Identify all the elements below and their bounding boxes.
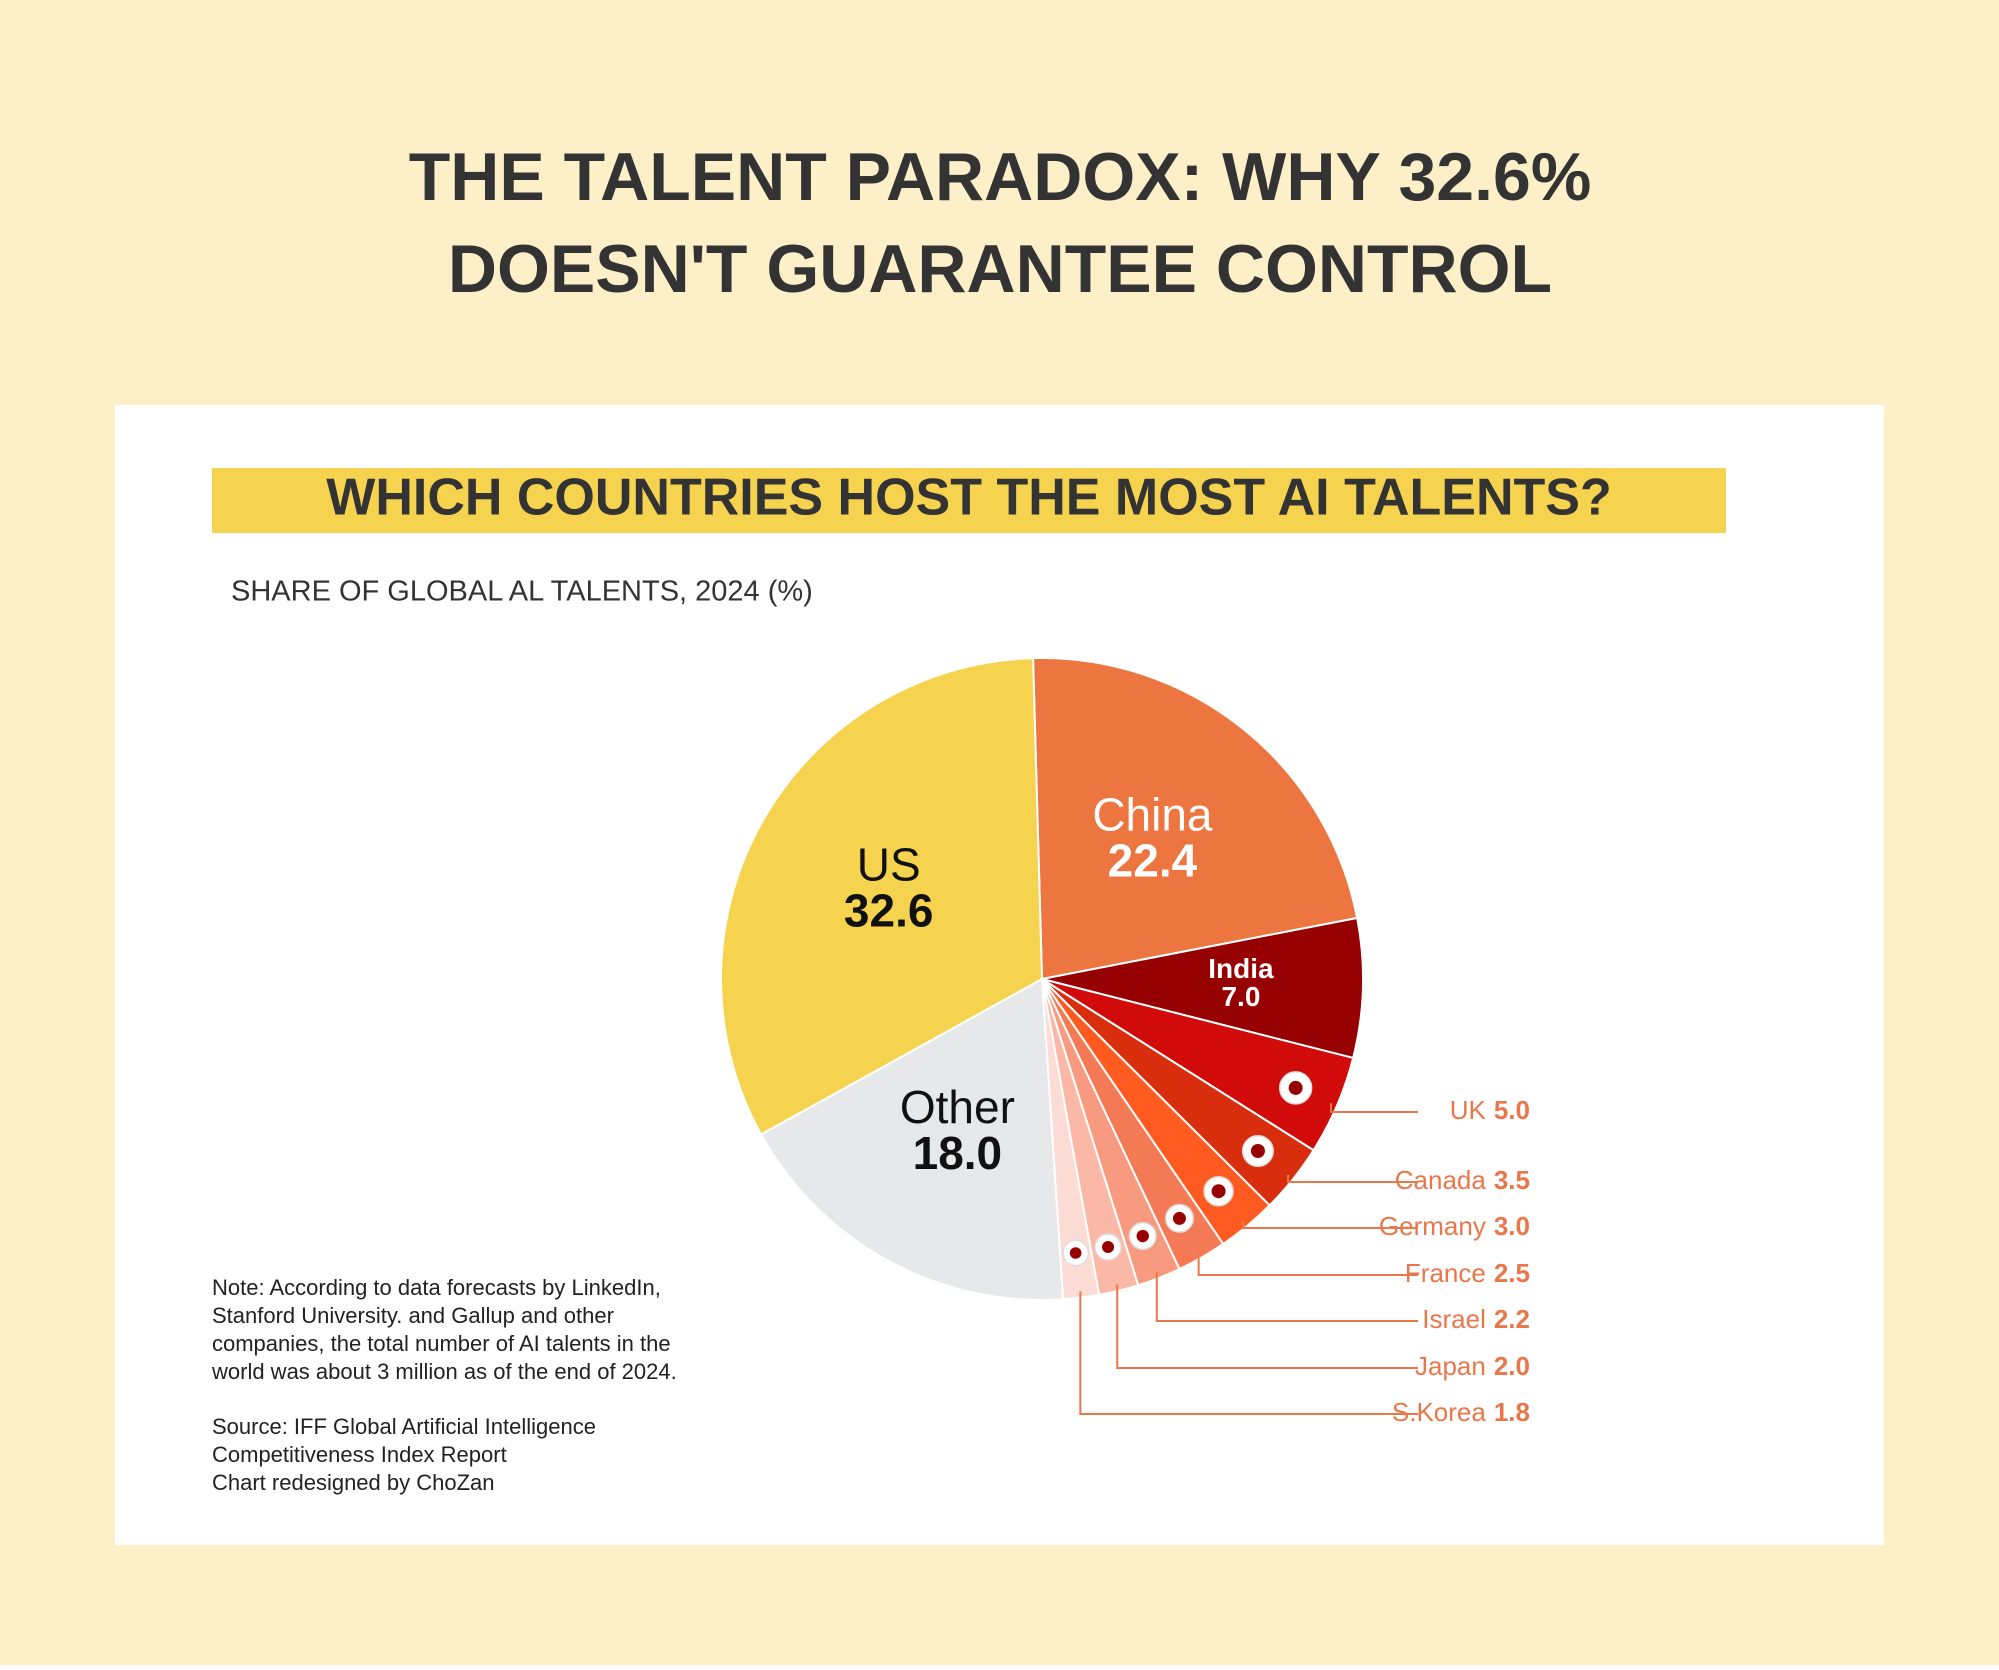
value-label: 5.0 bbox=[1494, 1095, 1530, 1125]
source: Chart redesigned by ChoZan bbox=[212, 1470, 495, 1495]
flag-icon-center bbox=[1102, 1241, 1115, 1254]
outside-label: Germany 3.0 bbox=[1379, 1211, 1530, 1241]
slice-label: India bbox=[1208, 953, 1274, 984]
value-label: 2.2 bbox=[1494, 1304, 1530, 1334]
leader-line bbox=[1079, 1291, 1418, 1415]
value-label: 2.5 bbox=[1494, 1258, 1530, 1288]
category-label: S.Korea bbox=[1392, 1397, 1486, 1427]
source: Source: IFF Global Artificial Intelligen… bbox=[212, 1414, 596, 1439]
value-label: 22.4 bbox=[1108, 834, 1198, 886]
category-label: UK bbox=[1450, 1095, 1487, 1125]
note: Note: According to data forecasts by Lin… bbox=[212, 1275, 661, 1300]
page-title: DOESN'T GUARANTEE CONTROL bbox=[448, 231, 1552, 307]
flag-icon-center bbox=[1172, 1211, 1186, 1225]
flag-icon-center bbox=[1136, 1229, 1149, 1243]
value-label: 3.5 bbox=[1494, 1165, 1530, 1195]
category-label: Japan bbox=[1415, 1351, 1486, 1381]
flag-icon-center bbox=[1069, 1247, 1082, 1259]
page-title: THE TALENT PARADOX: WHY 32.6% bbox=[409, 139, 1592, 215]
pie-slice bbox=[1041, 916, 1364, 1060]
value-label: 7.0 bbox=[1221, 981, 1260, 1012]
chart-subtitle: SHARE OF GLOBAL AL TALENTS, 2024 (%) bbox=[231, 576, 813, 608]
title-highlight bbox=[212, 468, 1726, 533]
source: Competitiveness Index Report bbox=[212, 1442, 507, 1467]
value-label: 32.6 bbox=[844, 885, 934, 937]
note: Stanford University. and Gallup and othe… bbox=[212, 1303, 614, 1328]
leader-line bbox=[1287, 1175, 1418, 1183]
pie-slice bbox=[759, 977, 1065, 1301]
slice-label: US bbox=[857, 839, 921, 891]
flag-icon-center bbox=[1250, 1144, 1265, 1159]
flag-icon-center bbox=[1211, 1184, 1226, 1199]
slice-label: Other bbox=[900, 1081, 1015, 1133]
pie-slice bbox=[720, 657, 1044, 1136]
category-label: Canada bbox=[1395, 1165, 1487, 1195]
outside-label: Israel 2.2 bbox=[1422, 1304, 1530, 1334]
note: world was about 3 million as of the end … bbox=[211, 1359, 677, 1384]
note: companies, the total number of AI talent… bbox=[212, 1331, 671, 1356]
leader-line bbox=[1242, 1220, 1418, 1229]
slice-label: China bbox=[1092, 788, 1213, 840]
category-label: Israel bbox=[1422, 1304, 1486, 1334]
chart-title: WHICH COUNTRIES HOST THE MOST AI TALENTS… bbox=[326, 469, 1612, 527]
value-label: 18.0 bbox=[913, 1127, 1003, 1179]
value-label: 3.0 bbox=[1494, 1211, 1530, 1241]
value-label: 2.0 bbox=[1494, 1351, 1530, 1381]
leader-line bbox=[1116, 1284, 1418, 1369]
leader-line bbox=[1197, 1251, 1418, 1276]
value-label: 1.8 bbox=[1494, 1397, 1530, 1427]
flag-icon-center bbox=[1288, 1080, 1303, 1095]
outside-label: Japan 2.0 bbox=[1415, 1351, 1530, 1381]
outside-label: France 2.5 bbox=[1405, 1258, 1530, 1288]
outside-label: S.Korea 1.8 bbox=[1392, 1397, 1530, 1427]
category-label: France bbox=[1405, 1258, 1486, 1288]
pie-slice bbox=[1032, 657, 1359, 981]
leader-line bbox=[1330, 1103, 1418, 1113]
outside-label: Canada 3.5 bbox=[1395, 1165, 1530, 1195]
outside-label: UK 5.0 bbox=[1450, 1095, 1530, 1125]
category-label: Germany bbox=[1379, 1211, 1486, 1241]
leader-line bbox=[1155, 1271, 1418, 1322]
